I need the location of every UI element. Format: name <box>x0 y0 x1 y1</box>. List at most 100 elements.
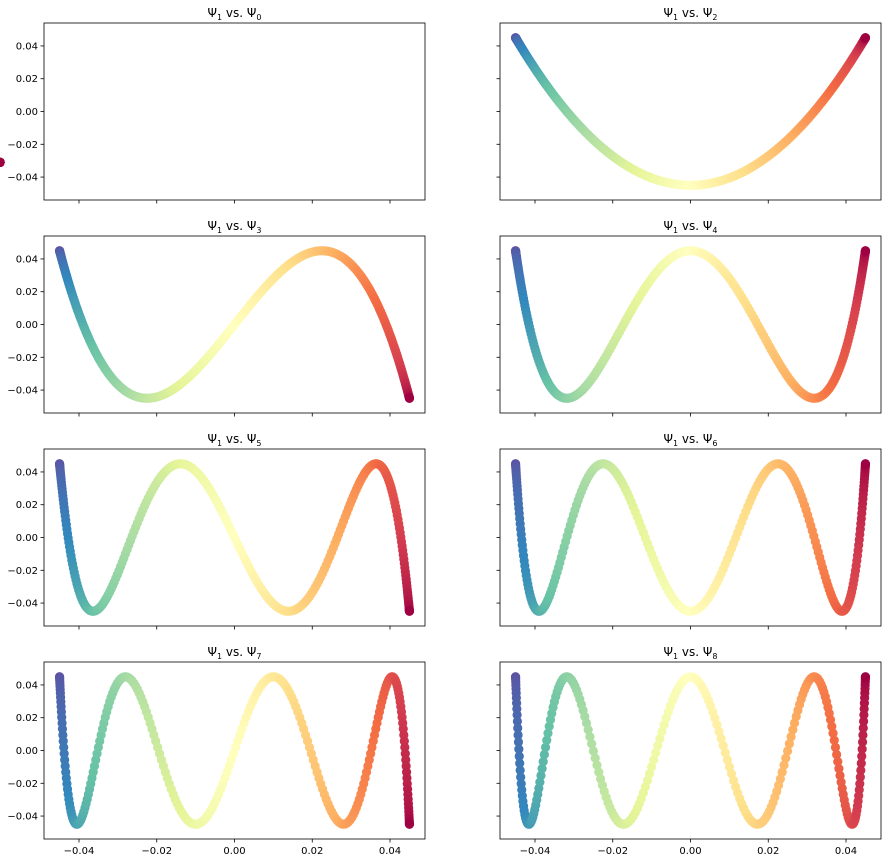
panel-title: Ψ1 vs. Ψ0 <box>208 6 262 22</box>
data-point <box>779 760 789 770</box>
y-tick-label: 0.04 <box>16 680 38 691</box>
y-tick-label: 0.00 <box>16 746 38 757</box>
axes-frame <box>43 22 426 201</box>
x-tick-label: 0.02 <box>301 846 323 857</box>
panel-4: Ψ1 vs. Ψ4 <box>496 219 882 417</box>
x-tick-label: −0.02 <box>141 846 172 857</box>
data-point <box>832 749 842 760</box>
data-point <box>782 746 793 756</box>
data-point <box>857 737 868 747</box>
panel-5: Ψ1 vs. Ψ5 0.04 0.02 0.00 −0.02 −0.04 <box>7 432 426 630</box>
data-point <box>777 767 787 777</box>
data-point <box>860 246 871 256</box>
data-point <box>513 730 523 740</box>
scatter-points <box>54 246 415 403</box>
panel-2: Ψ1 vs. Ψ2 <box>496 6 882 204</box>
data-point <box>860 459 871 469</box>
data-point <box>858 723 868 733</box>
y-tick-label: 0.00 <box>16 533 38 544</box>
data-point <box>590 753 600 763</box>
data-point <box>404 819 415 829</box>
panel-title: Ψ1 vs. Ψ3 <box>208 219 262 235</box>
data-point <box>860 33 871 43</box>
data-point <box>858 730 868 740</box>
data-point <box>404 393 415 403</box>
y-tick-label: 0.04 <box>16 41 38 52</box>
data-point <box>513 737 524 747</box>
y-tick-label: 0.04 <box>16 254 38 265</box>
y-tick-label: 0.00 <box>16 320 38 331</box>
data-point <box>828 728 838 738</box>
data-point <box>646 762 657 772</box>
data-point <box>653 740 663 751</box>
panel-title: Ψ1 vs. Ψ8 <box>664 645 718 661</box>
data-point <box>542 735 552 745</box>
data-point <box>716 733 726 744</box>
data-point <box>655 733 665 744</box>
axes-frame <box>499 235 882 414</box>
x-tick-label: 0.00 <box>223 846 245 857</box>
scatter-points <box>510 33 871 190</box>
data-point <box>855 772 865 782</box>
data-point <box>784 739 794 749</box>
panel-title: Ψ1 vs. Ψ6 <box>664 432 718 448</box>
data-point <box>538 757 548 767</box>
axes-frame <box>499 22 882 201</box>
data-point <box>857 751 867 761</box>
y-tick-label: 0.04 <box>16 467 38 478</box>
panel-8: Ψ1 vs. Ψ8 −0.04 −0.02 0.00 0.02 0.04 <box>496 645 882 857</box>
panel-3: Ψ1 vs. Ψ3 0.04 0.02 0.00 −0.02 −0.04 <box>7 219 426 417</box>
data-point <box>781 753 791 763</box>
data-point <box>540 742 551 752</box>
data-point <box>718 740 728 751</box>
y-tick-label: 0.02 <box>16 74 38 85</box>
panel-title: Ψ1 vs. Ψ4 <box>664 219 718 235</box>
data-point <box>587 739 597 749</box>
scatter-points <box>54 672 415 829</box>
data-point <box>829 735 839 745</box>
panel-title: Ψ1 vs. Ψ7 <box>208 645 262 661</box>
data-point <box>714 726 724 737</box>
data-point <box>515 758 525 769</box>
data-point <box>536 770 546 781</box>
data-point <box>786 732 796 742</box>
y-tick-label: −0.02 <box>7 566 38 577</box>
data-point <box>513 723 523 733</box>
data-point <box>512 716 523 726</box>
y-tick-label: −0.04 <box>7 173 38 184</box>
panel-title: Ψ1 vs. Ψ2 <box>664 6 718 22</box>
x-tick-label: −0.04 <box>520 846 551 857</box>
data-point <box>860 672 871 682</box>
data-point <box>834 764 844 774</box>
y-tick-label: −0.02 <box>7 779 38 790</box>
data-point <box>856 758 866 769</box>
panel-title: Ψ1 vs. Ψ5 <box>208 432 262 448</box>
data-point <box>515 765 525 775</box>
scatter-points <box>0 157 5 167</box>
x-tick-label: 0.00 <box>679 846 701 857</box>
x-tick-label: 0.02 <box>757 846 779 857</box>
y-tick-label: 0.02 <box>16 713 38 724</box>
data-point <box>543 728 553 738</box>
data-point <box>651 748 661 758</box>
data-point <box>0 157 5 167</box>
data-point <box>514 744 524 754</box>
x-tick-label: 0.04 <box>835 846 857 857</box>
scatter-points <box>510 672 871 829</box>
data-point <box>537 764 547 774</box>
y-tick-label: 0.02 <box>16 287 38 298</box>
data-point <box>830 742 841 752</box>
data-point <box>583 725 593 735</box>
data-point <box>722 755 732 765</box>
y-tick-label: −0.04 <box>7 599 38 610</box>
data-point <box>857 744 867 754</box>
data-point <box>539 749 549 760</box>
data-point <box>649 755 659 765</box>
x-tick-label: −0.02 <box>597 846 628 857</box>
scatter-points <box>510 459 871 616</box>
scatter-points <box>54 459 415 616</box>
panel-7: Ψ1 vs. Ψ7 −0.04 −0.02 0.00 0.02 0.04 0.04 0.02 0… <box>7 645 426 857</box>
axes-frame <box>499 448 882 627</box>
y-tick-label: −0.04 <box>7 386 38 397</box>
